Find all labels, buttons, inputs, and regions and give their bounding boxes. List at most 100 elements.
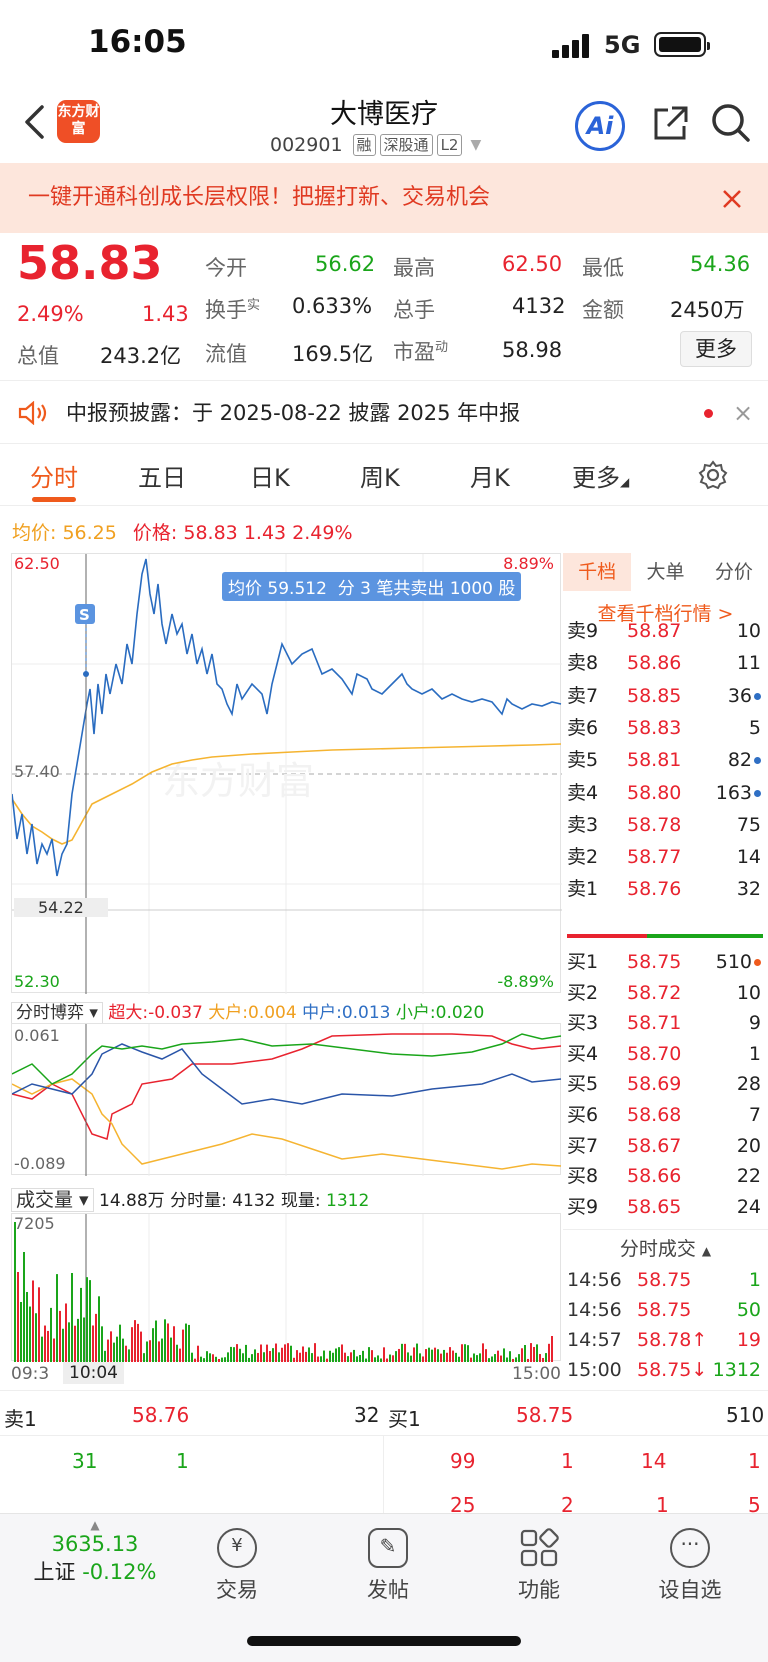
change-pct: 2.49% [17, 302, 84, 326]
game-chart[interactable]: 0.061 -0.089 [11, 1023, 562, 1176]
trade-price: 58.75 [637, 1299, 692, 1321]
period-tabs: 分时 五日 日K 周K 月K 更多◢ [0, 446, 768, 506]
promo-banner[interactable]: 一键开通科创成长层权限！把握打新、交易机会 [0, 163, 768, 233]
float-value: 169.5亿 [292, 342, 374, 366]
volume-bar [311, 1353, 313, 1362]
bid-row[interactable]: 买1 58.75 510 [567, 946, 767, 978]
volume-bar [131, 1327, 133, 1362]
more-button[interactable]: 更多 [680, 331, 752, 367]
back-icon[interactable] [22, 104, 46, 140]
s-marker[interactable]: S [79, 606, 90, 624]
game-selector[interactable]: 分时博弈 ▾ [11, 1002, 103, 1024]
ask-row[interactable]: 卖5 58.81 82 [567, 744, 767, 776]
volume-bar [146, 1341, 148, 1362]
volume-bar [539, 1354, 541, 1362]
open-label: 今开 [205, 256, 247, 280]
tabbar-trade[interactable]: ¥ 交易 [187, 1528, 287, 1604]
bid-row[interactable]: 买5 58.69 28 [567, 1068, 767, 1100]
bid-row[interactable]: 买2 58.72 10 [567, 977, 767, 1009]
ask-row[interactable]: 卖7 58.85 36 [567, 680, 767, 712]
depth-link[interactable]: 查看千档行情 > [597, 603, 734, 625]
tabbar-post[interactable]: ✎ 发帖 [338, 1528, 438, 1604]
tag-margin: 融 [352, 134, 376, 156]
trades-title[interactable]: 分时成交 ▲ [563, 1229, 768, 1261]
ai-button[interactable]: Ai [575, 101, 625, 151]
bid-volume: 1 [748, 1042, 761, 1065]
ask-row[interactable]: 卖1 58.76 32 [567, 873, 767, 905]
volume-bar [530, 1343, 532, 1362]
tab-daily-k[interactable]: 日K [250, 464, 290, 492]
volume-bar [467, 1345, 469, 1362]
tab-weekly-k[interactable]: 周K [360, 464, 400, 492]
volume-bar [185, 1323, 187, 1362]
volume-bar [389, 1354, 391, 1362]
bid-row[interactable]: 买4 58.70 1 [567, 1038, 767, 1070]
bid-price: 58.75 [627, 951, 682, 973]
tabbar-functions[interactable]: 功能 [489, 1528, 589, 1604]
ask-row[interactable]: 卖4 58.80 163 [567, 777, 767, 809]
bid-volume: 10 [736, 981, 761, 1004]
volume-bar [281, 1347, 283, 1362]
volume-bar [320, 1356, 322, 1362]
tab-5day[interactable]: 五日 [138, 464, 186, 492]
volume-bar [242, 1353, 244, 1362]
bid-row[interactable]: 买8 58.66 22 [567, 1160, 767, 1192]
tab-intraday[interactable]: 分时 [30, 464, 78, 492]
bid-row[interactable]: 买7 58.67 20 [567, 1130, 767, 1162]
ask-price: 58.86 [627, 652, 682, 675]
bid-row[interactable]: 买6 58.68 7 [567, 1099, 767, 1131]
ask-label: 卖7 [567, 684, 599, 707]
notice-close-icon[interactable]: × [733, 399, 754, 427]
volume-bar [356, 1356, 358, 1362]
share-icon[interactable] [650, 104, 690, 144]
ask-row[interactable]: 卖6 58.83 5 [567, 712, 767, 744]
ask-row[interactable]: 卖2 58.77 14 [567, 841, 767, 873]
tab-depth[interactable]: 千档 [563, 553, 632, 591]
tabbar-watchlist[interactable]: ··· 设自选 [640, 1528, 740, 1604]
volume-chart[interactable]: 7205 [11, 1213, 561, 1362]
ask-row[interactable]: 卖8 58.86 11 [567, 647, 767, 679]
tab-monthly-k[interactable]: 月K [470, 464, 510, 492]
tab-more[interactable]: 更多◢ [572, 464, 630, 492]
ask-row[interactable]: 卖9 58.87 10 [567, 615, 767, 647]
index-ticker[interactable]: ▲ 3635.13 上证 -0.12% [20, 1518, 170, 1586]
ask-label: 卖1 [567, 878, 599, 901]
close-icon[interactable] [722, 189, 742, 209]
volume-bar [62, 1328, 64, 1362]
stock-code-row[interactable]: 002901 融 深股通 L2 ▼ [270, 134, 481, 156]
tab-bigorder[interactable]: 大单 [646, 561, 685, 583]
chevron-up-icon: ▲ [90, 1518, 100, 1532]
notice-bar[interactable]: 中报预披露：于 2025-08-22 披露 2025 年中报 × [0, 380, 768, 444]
volume-bar [68, 1322, 70, 1362]
tab-price-dist[interactable]: 分价 [714, 561, 753, 583]
volume-bar [200, 1356, 202, 1362]
ask-volume: 14 [736, 846, 761, 869]
volume-bar [431, 1349, 433, 1362]
bid-row[interactable]: 买9 58.65 24 [567, 1191, 767, 1223]
settings-icon[interactable] [698, 460, 728, 490]
volume-bar [74, 1325, 76, 1362]
volume-bar [269, 1351, 271, 1362]
volume-bar [476, 1355, 478, 1362]
trade-volume: 1312 [712, 1359, 761, 1381]
bid-row[interactable]: 买3 58.71 9 [567, 1007, 767, 1039]
ask-volume: 32 [736, 878, 761, 901]
trade-price: 58.75 [637, 1269, 692, 1291]
volume-bar [293, 1357, 295, 1362]
ask-row[interactable]: 卖3 58.78 75 [567, 809, 767, 841]
intraday-chart[interactable]: 东方财富 S 62.50 8.89% 57.40 54.22 52.30 -8.… [11, 553, 562, 994]
battery-icon [654, 32, 710, 57]
trade-price: 58.75↓ [637, 1359, 708, 1381]
bid-price: 58.66 [627, 1165, 682, 1188]
volume-bar [365, 1358, 367, 1362]
volume-selector[interactable]: 成交量 ▾ [11, 1188, 94, 1212]
mcap-label: 总值 [17, 344, 59, 368]
volume-bar [110, 1331, 112, 1362]
volume-bar [551, 1336, 553, 1362]
bid-price: 58.69 [627, 1073, 682, 1096]
volume-bar [56, 1274, 58, 1362]
queue-2: 1 [176, 1449, 189, 1473]
volume-bar [134, 1320, 136, 1362]
app-logo[interactable]: 东方财富 [57, 100, 100, 143]
search-icon[interactable] [710, 102, 752, 144]
